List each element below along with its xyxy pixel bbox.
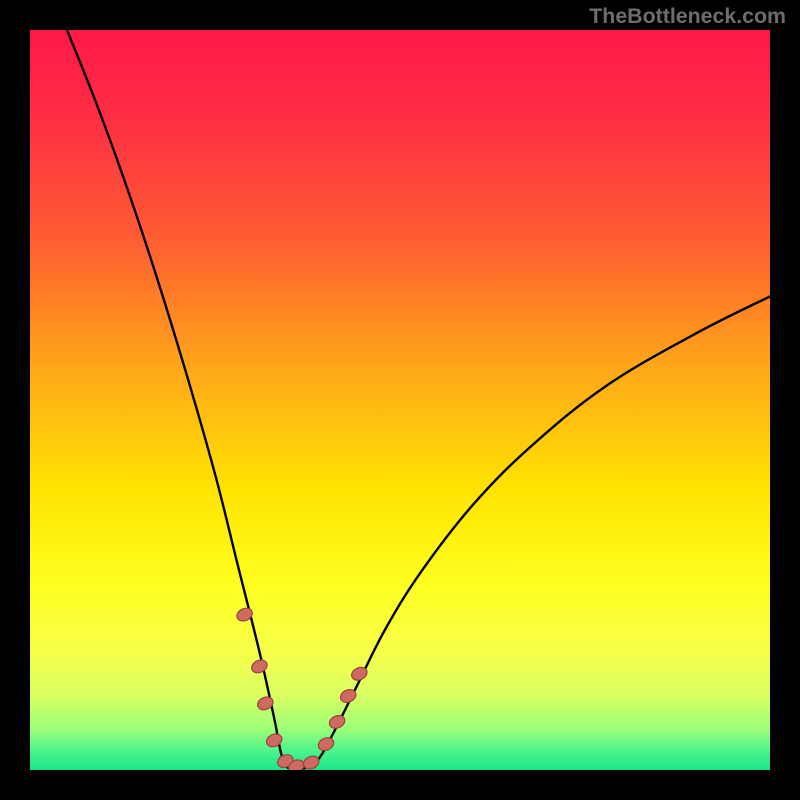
- chart-svg: [0, 0, 800, 800]
- chart-stage: TheBottleneck.com: [0, 0, 800, 800]
- plot-gradient: [30, 30, 770, 770]
